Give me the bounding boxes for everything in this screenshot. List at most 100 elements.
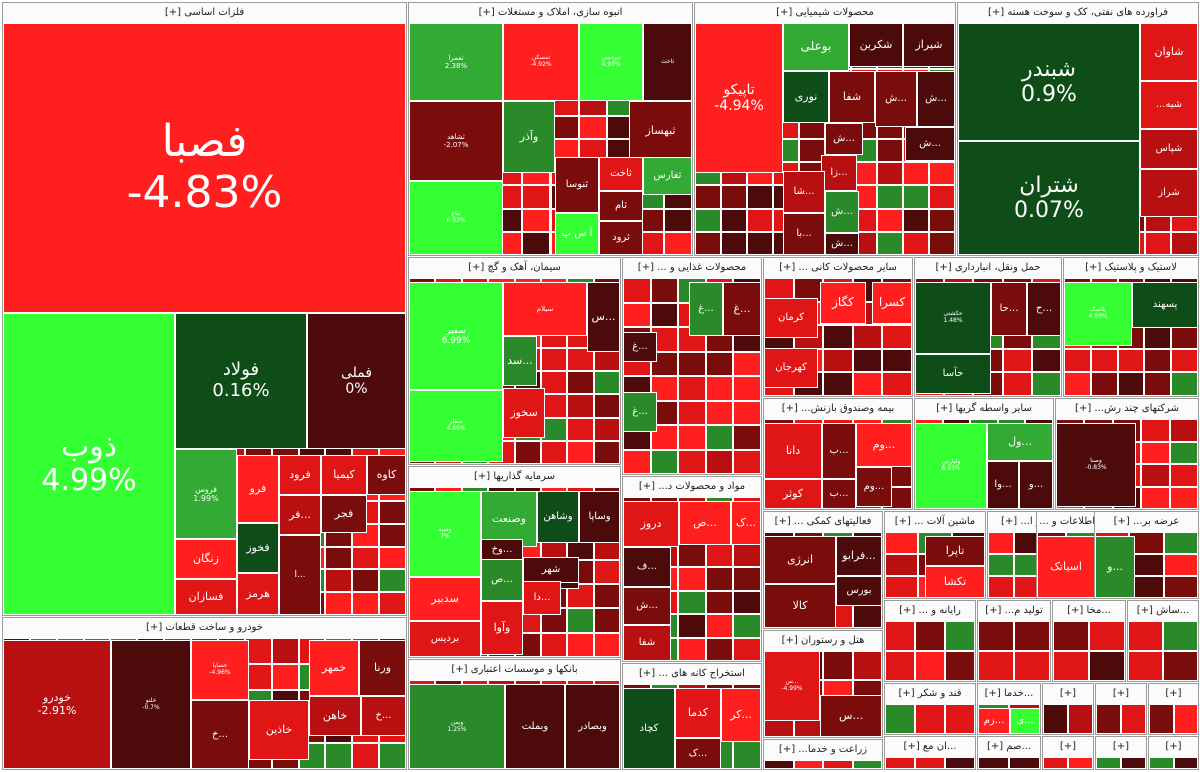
sector-header[interactable]: ماشین آلات ... [+] bbox=[885, 512, 985, 533]
minor-stock-tile[interactable] bbox=[325, 546, 353, 570]
stock-tile[interactable]: ...وم bbox=[856, 467, 892, 507]
minor-stock-tile[interactable] bbox=[352, 569, 380, 593]
sector-header[interactable]: ...صم [+] bbox=[978, 737, 1040, 758]
stock-tile[interactable]: ثپردیس 4.93% bbox=[579, 23, 643, 101]
minor-stock-tile[interactable] bbox=[678, 351, 706, 376]
minor-stock-tile[interactable] bbox=[593, 371, 620, 395]
stock-tile[interactable]: کیمیا bbox=[321, 455, 367, 495]
stock-tile[interactable]: دروز bbox=[623, 501, 679, 547]
minor-stock-tile[interactable] bbox=[623, 302, 651, 327]
stock-tile[interactable]: کرمان bbox=[764, 298, 818, 338]
minor-stock-tile[interactable] bbox=[915, 621, 945, 651]
stock-tile[interactable]: شراز bbox=[1140, 169, 1198, 217]
minor-stock-tile[interactable] bbox=[852, 348, 883, 373]
minor-stock-tile[interactable] bbox=[885, 651, 915, 681]
minor-stock-tile[interactable] bbox=[1009, 757, 1040, 769]
minor-stock-tile[interactable] bbox=[593, 608, 620, 633]
minor-stock-tile[interactable] bbox=[1171, 348, 1198, 373]
sector-header[interactable]: سایر واسطه گریها [+] bbox=[915, 399, 1053, 420]
minor-stock-tile[interactable] bbox=[650, 449, 679, 474]
sector-header[interactable]: بانکها و موسسات اعتباری [+] bbox=[409, 660, 620, 681]
stock-tile[interactable]: ...خ bbox=[191, 700, 249, 769]
minor-stock-tile[interactable] bbox=[593, 559, 620, 585]
minor-stock-tile[interactable] bbox=[678, 400, 706, 425]
sector-header[interactable]: محصولات شیمیایی [+] bbox=[695, 3, 955, 24]
stock-tile[interactable]: ...ک bbox=[675, 738, 721, 769]
sector-cement[interactable]: سیمان، آهک و گچ [+] سفیر 6.99% سفار 4.86% سیل… bbox=[408, 257, 621, 465]
minor-stock-tile[interactable] bbox=[678, 567, 706, 591]
stock-tile[interactable]: خساپا -4.96% bbox=[191, 640, 249, 700]
stock-tile[interactable]: شفا bbox=[623, 625, 671, 661]
stock-tile[interactable]: وبمن 1.25% bbox=[409, 684, 505, 769]
minor-stock-tile[interactable] bbox=[877, 231, 903, 255]
stock-tile[interactable]: فرود bbox=[279, 455, 321, 495]
sector-computer[interactable]: رایانه و ... [+] bbox=[884, 600, 976, 682]
stock-tile[interactable]: ...ح bbox=[1027, 282, 1061, 336]
stock-tile[interactable]: ثرود bbox=[599, 221, 643, 255]
minor-stock-tile[interactable] bbox=[747, 231, 773, 255]
sector-header[interactable]: اطلاعات و ... [+] bbox=[1037, 512, 1095, 533]
minor-stock-tile[interactable] bbox=[1064, 348, 1091, 373]
sector-other-minerals[interactable]: سایر محصولات کانی ... [+] کگاز کسرا کرمان که… bbox=[763, 257, 913, 397]
sector-header[interactable]: فلزات اساسی [+] bbox=[3, 3, 406, 24]
stock-tile[interactable]: شاوان bbox=[1140, 23, 1198, 81]
minor-stock-tile[interactable] bbox=[578, 115, 608, 139]
minor-stock-tile[interactable] bbox=[978, 757, 1009, 769]
minor-stock-tile[interactable] bbox=[705, 567, 734, 591]
stock-tile[interactable]: ثام bbox=[599, 191, 643, 221]
minor-stock-tile[interactable] bbox=[567, 371, 594, 395]
minor-stock-tile[interactable] bbox=[705, 425, 734, 450]
minor-stock-tile[interactable] bbox=[945, 757, 975, 769]
sector-investment[interactable]: سرمایه گذاریها [+] وسپه 7% وصنعت وشاهن وساپا.… bbox=[408, 466, 621, 658]
minor-stock-tile[interactable] bbox=[852, 651, 882, 680]
stock-tile[interactable]: وصنا -0.83% bbox=[1056, 423, 1136, 507]
minor-stock-tile[interactable] bbox=[1096, 704, 1121, 734]
stock-tile[interactable]: ...ول bbox=[987, 423, 1053, 461]
stock-tile[interactable]: سفار 4.86% bbox=[409, 390, 503, 462]
stock-tile[interactable]: کگاز bbox=[820, 282, 866, 324]
minor-stock-tile[interactable] bbox=[1163, 651, 1198, 681]
minor-stock-tile[interactable] bbox=[978, 621, 1014, 651]
stock-tile[interactable]: اسیاتک bbox=[1037, 536, 1095, 598]
sector-hotel[interactable]: هتل و رستوران [+] ...س -4.99% ...س bbox=[763, 630, 883, 738]
stock-tile[interactable]: تاپیکو -4.94% bbox=[695, 23, 783, 173]
stock-tile[interactable]: وصنعت bbox=[481, 491, 537, 547]
stock-tile[interactable]: وشاهن bbox=[537, 491, 579, 543]
sector-agri[interactable]: زراعت و خدما... [+] bbox=[763, 739, 883, 770]
stock-tile[interactable]: فصبا -4.83% bbox=[3, 23, 406, 313]
stock-tile[interactable]: زنگان bbox=[175, 539, 237, 579]
minor-stock-tile[interactable] bbox=[352, 592, 380, 615]
stock-tile[interactable]: خاذین bbox=[249, 700, 309, 760]
stock-tile[interactable]: ...غ bbox=[723, 282, 761, 336]
stock-tile[interactable]: ...شا bbox=[783, 171, 825, 213]
minor-stock-tile[interactable] bbox=[567, 347, 594, 371]
minor-stock-tile[interactable] bbox=[379, 569, 406, 593]
minor-stock-tile[interactable] bbox=[1169, 419, 1198, 442]
minor-stock-tile[interactable] bbox=[733, 614, 761, 638]
minor-stock-tile[interactable] bbox=[1121, 757, 1146, 769]
sector-small-h[interactable]: [+] bbox=[1042, 736, 1094, 770]
stock-tile[interactable]: ...س bbox=[587, 282, 620, 352]
stock-tile[interactable]: خودرو -2.91% bbox=[3, 640, 111, 769]
minor-stock-tile[interactable] bbox=[1068, 704, 1093, 734]
minor-stock-tile[interactable] bbox=[929, 162, 955, 186]
minor-stock-tile[interactable] bbox=[823, 372, 853, 396]
minor-stock-tile[interactable] bbox=[1171, 231, 1198, 255]
stock-tile[interactable]: کوثر bbox=[764, 479, 822, 509]
minor-stock-tile[interactable] bbox=[1043, 757, 1068, 769]
sector-header[interactable]: تولید م... [+] bbox=[978, 601, 1050, 622]
minor-stock-tile[interactable] bbox=[733, 400, 761, 425]
stock-tile[interactable]: ...ش bbox=[825, 233, 859, 255]
minor-stock-tile[interactable] bbox=[650, 278, 679, 303]
minor-stock-tile[interactable] bbox=[271, 664, 299, 691]
sector-small-i[interactable]: [+] bbox=[1095, 736, 1147, 770]
minor-stock-tile[interactable] bbox=[852, 325, 883, 349]
minor-stock-tile[interactable] bbox=[705, 590, 734, 615]
stock-tile[interactable]: هرمز bbox=[237, 573, 279, 615]
stock-tile[interactable]: ...غ bbox=[623, 332, 657, 362]
minor-stock-tile[interactable] bbox=[721, 231, 747, 255]
minor-stock-tile[interactable] bbox=[915, 704, 945, 734]
minor-stock-tile[interactable] bbox=[1149, 757, 1174, 769]
minor-stock-tile[interactable] bbox=[695, 208, 721, 232]
minor-stock-tile[interactable] bbox=[567, 440, 594, 464]
